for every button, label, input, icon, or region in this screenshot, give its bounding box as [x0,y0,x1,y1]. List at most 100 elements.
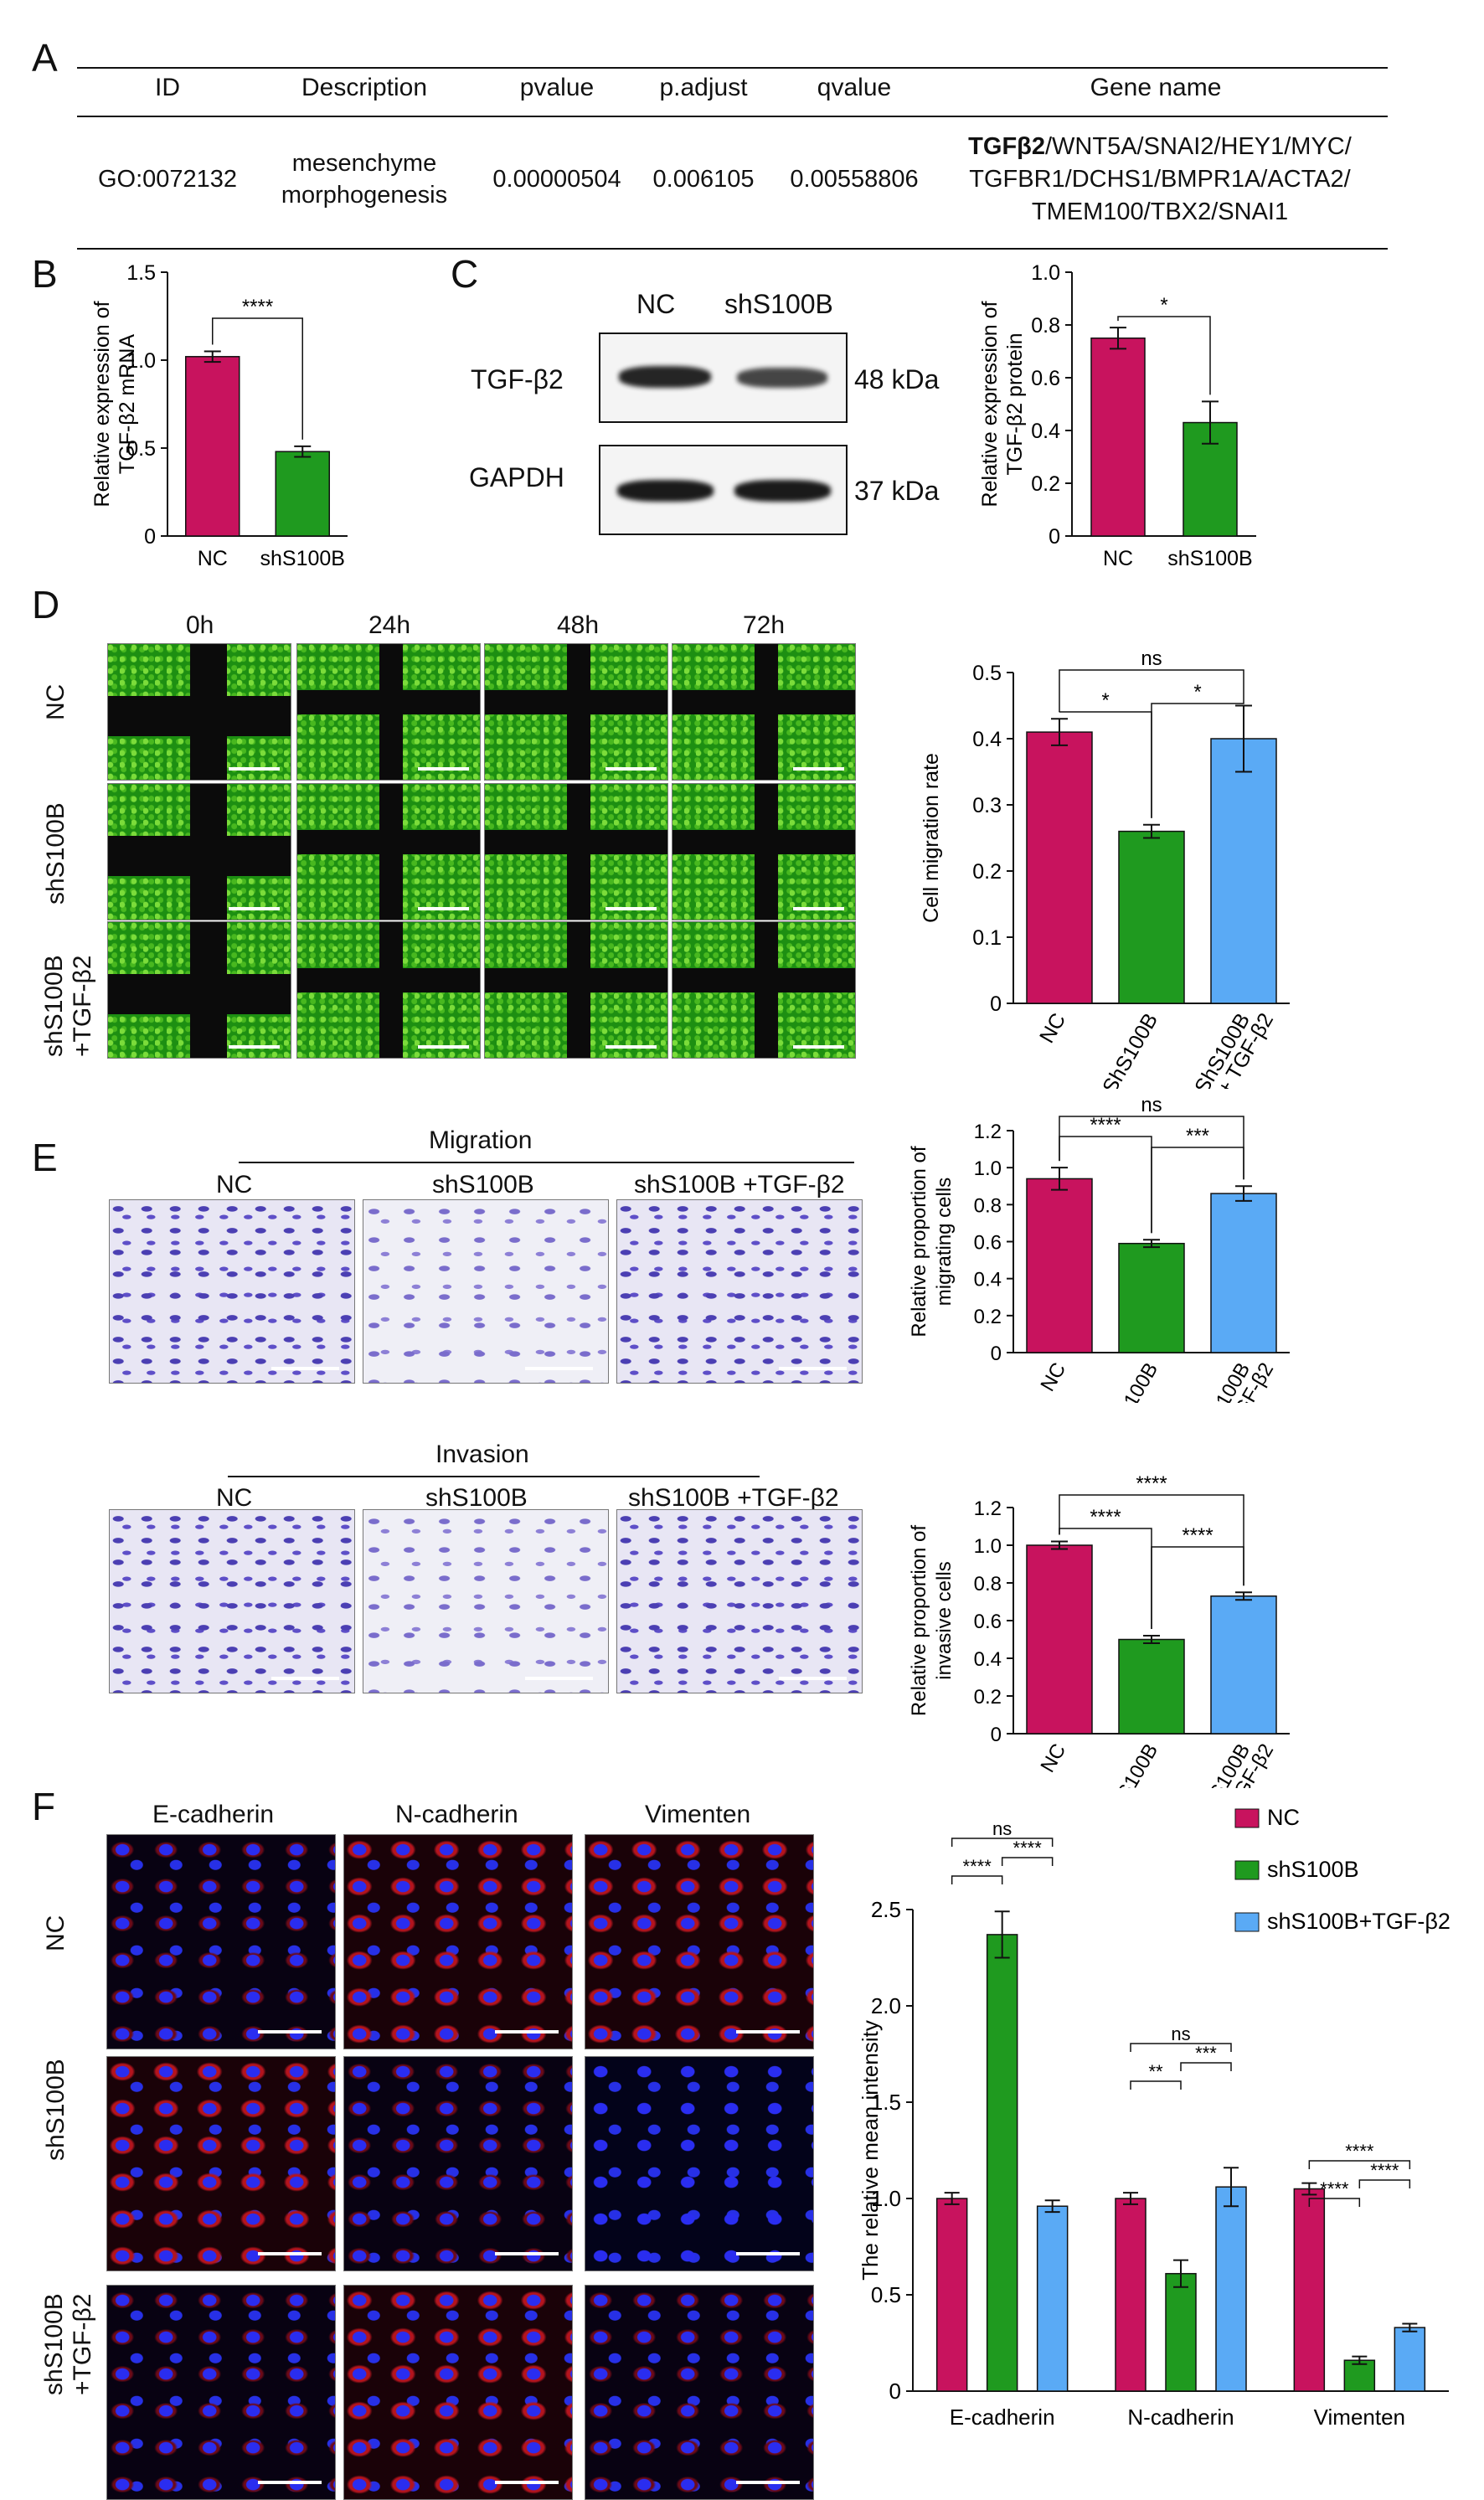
blot-size-gapdh: 37 kDa [854,476,940,506]
scale-bar [494,2481,559,2485]
panel-label-f: F [32,1785,56,1828]
if-col-vim: Vimenten [645,1801,751,1828]
invasion-rule [228,1476,760,1477]
x-tick-label: NC [1103,547,1133,570]
scale-bar [494,2030,559,2034]
scale-bar [271,1676,340,1680]
significance-label: ns [1141,1094,1162,1116]
scale-bar [228,906,280,910]
x-tick-label: NC [198,547,228,570]
panel-label-d: D [32,583,60,626]
significance-bracket [1180,2062,1232,2071]
scale-bar [257,2481,322,2485]
header-qvalue: qvalue [817,74,892,101]
scale-bar [792,906,844,910]
mig-col-sh: shS100B [432,1171,534,1198]
significance-bracket [1151,698,1244,818]
x-tick-label: NC [1035,1009,1070,1047]
blot-size-tgf: 48 kDa [854,364,940,394]
significance-bracket [1059,1116,1244,1180]
significance-bracket [951,1875,1003,1884]
scale-bar [417,906,469,910]
y-tick-label: 0.5 [972,662,1002,685]
invasion-image [363,1509,609,1693]
wound-gap [190,784,227,920]
y-tick-label: 0.8 [1031,314,1060,338]
bar-shs100b-tgf-2 [1036,2205,1069,2392]
if-image [343,2285,573,2500]
significance-label: *** [1186,1125,1209,1147]
scale-bar [735,2252,800,2256]
if-row-sh: shS100B [42,2059,70,2161]
x-tick-label: Vimenten [1314,2405,1405,2430]
header-id: ID [155,74,180,101]
migration-image [109,1199,355,1384]
bar-shs100b-tgf-2 [1210,1595,1277,1735]
wound-row-sh: shS100B [42,802,70,905]
wound-row-tgf-2: +TGF-β2 [69,955,96,1057]
bar-shs100b [275,451,330,537]
scale-bar [494,2252,559,2256]
significance-bracket [1117,316,1211,395]
gene-bold: TGFβ2 [968,133,1045,160]
inv-col-tgf: shS100B +TGF-β2 [628,1484,839,1512]
header-padjust: p.adjust [659,74,748,101]
y-tick-label: 1.0 [126,349,156,373]
scale-bar [605,906,657,910]
y-tick-label: 1.5 [871,2090,901,2115]
y-axis-label: TGF-β2 protein [1003,333,1027,476]
y-tick-label: 1.2 [974,1497,1002,1520]
y-axis-label: migrating cells [933,1178,956,1306]
bar-shs100b-tgf-2 [1394,2327,1426,2392]
significance-label: * [1193,681,1201,704]
x-tick-label: NC [1036,1740,1070,1777]
significance-label: * [1101,689,1109,712]
bar-shs100b [1343,2359,1376,2392]
wound-image [484,643,668,781]
if-col-ncad: N-cadherin [395,1801,518,1828]
wound-gap [567,922,590,1058]
scale-bar [228,1044,280,1049]
scale-bar [271,1366,340,1370]
significance-label: ns [1171,2023,1190,2044]
cell-description-1: mesenchyme [291,150,437,177]
scale-bar [417,766,469,771]
x-tick-label: E-cadherin [950,2405,1055,2430]
chart-e-invasive: 0 0.2 0.4 0.6 0.8 1.0 1.2 Relative proportion o… [908,1472,1290,1788]
x-tick-label: NC [1036,1359,1070,1396]
y-tick-label: 0.2 [974,1306,1002,1328]
time-48h: 48h [557,611,600,639]
legend-label: shS100B+TGF-β2 [1267,1909,1451,1934]
y-axis-label: Relative expression of [978,301,1002,507]
scale-bar [257,2252,322,2256]
bar-shs100b [1118,1638,1185,1735]
bar-nc [1026,1544,1093,1735]
scale-bar [735,2481,800,2485]
cell-gene-line-3: TMEM100/TBX2/SNAI1 [1031,198,1289,225]
wound-image [107,921,291,1059]
wound-image [672,921,856,1059]
legend-swatch [1234,1912,1260,1932]
y-tick-label: 0 [889,2379,901,2404]
cell-gene-line-1: TGFβ2/WNT5A/SNAI2/HEY1/MYC/ [942,131,1378,162]
chart-f-intensity: 0 0.5 1.0 1.5 2.0 2.5 The relative mean intens… [858,1805,1451,2430]
cell-id: GO:0072132 [97,166,238,193]
y-tick-label: 0.4 [972,728,1002,751]
migration-image [363,1199,609,1384]
y-tick-label: 0.5 [126,437,156,461]
y-tick-label: 0 [990,992,1002,1016]
band-gapdh-sh [734,480,831,502]
wound-gap [379,784,403,920]
time-72h: 72h [743,611,786,639]
x-tick-label: N-cadherin [1127,2405,1234,2430]
table-top-rule [77,67,1388,69]
mig-col-tgf: shS100B +TGF-β2 [634,1171,845,1198]
significance-bracket [1308,2160,1411,2169]
significance-bracket [951,1838,1054,1847]
y-tick-label: 0.6 [1031,367,1060,390]
x-tick-label: shS100B [260,547,345,570]
significance-label: **** [1370,2160,1399,2181]
y-tick-label: 0.3 [972,794,1002,817]
y-tick-label: 1.5 [126,261,156,285]
band-gapdh-nc [617,480,714,502]
